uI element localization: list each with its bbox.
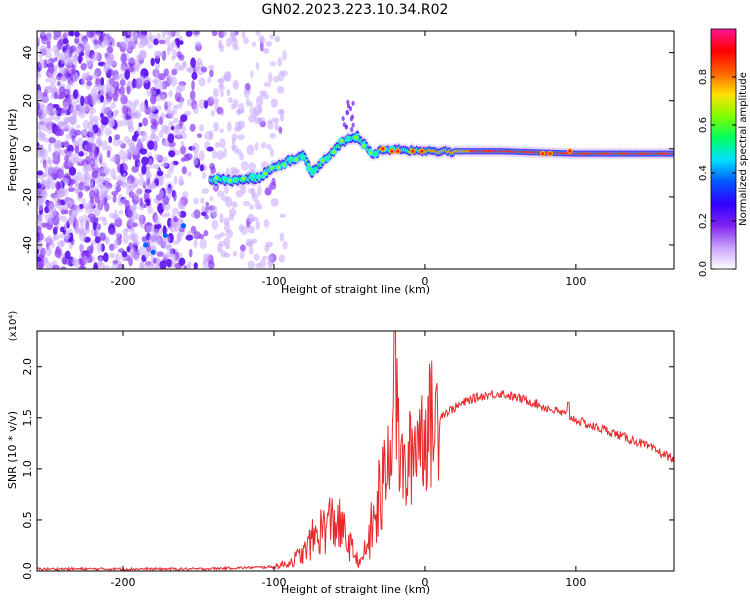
x-tick-label: 0 — [421, 576, 428, 589]
x-tick-label: -100 — [262, 576, 287, 589]
x-tick-label: 100 — [565, 275, 586, 288]
chart-title: GN02.2023.223.10.34.R02 — [261, 2, 449, 18]
y-tick-label: 40 — [21, 46, 34, 60]
y-tick-label: -40 — [21, 236, 34, 254]
y-tick-label: -20 — [21, 188, 34, 206]
y-axis-label: Frequency (Hz) — [6, 109, 19, 192]
snr-series — [37, 331, 674, 571]
y-tick-label: 0 — [21, 145, 34, 152]
bottom-plot-frame — [36, 330, 675, 572]
y-tick-label: 1.0 — [21, 460, 34, 478]
colorbar-tick-label: 0.8 — [698, 69, 709, 85]
colorbar-label: Normalized spectral amplitude — [738, 72, 749, 226]
x-axis-label: Height of straight line (km) — [281, 283, 430, 296]
spectrogram — [37, 31, 674, 269]
y-axis-label: SNR (10 * v/v) — [6, 411, 19, 489]
x-tick-label: 100 — [565, 576, 586, 589]
top-plot-frame — [36, 30, 675, 270]
x-axis-label: Height of straight line (km) — [281, 583, 430, 596]
colorbar-tick-label: 0.0 — [698, 261, 709, 277]
colorbar-tick-label: 0.2 — [698, 213, 709, 229]
y-tick-label: 20 — [21, 94, 34, 108]
x-tick-label: -100 — [262, 275, 287, 288]
colorbar — [710, 28, 737, 270]
colorbar-tick-label: 0.6 — [698, 117, 709, 133]
snr-line — [37, 331, 674, 571]
x-tick-label: 0 — [421, 275, 428, 288]
y-multiplier-label: (x10⁴) — [8, 311, 19, 342]
y-tick-label: 2.0 — [21, 358, 34, 376]
colorbar-tick-label: 0.4 — [698, 165, 709, 181]
y-tick-label: 0.0 — [21, 562, 34, 580]
x-tick-label: -200 — [111, 275, 136, 288]
x-tick-label: -200 — [111, 576, 136, 589]
y-tick-label: 1.5 — [21, 409, 34, 427]
y-tick-label: 0.5 — [21, 511, 34, 529]
